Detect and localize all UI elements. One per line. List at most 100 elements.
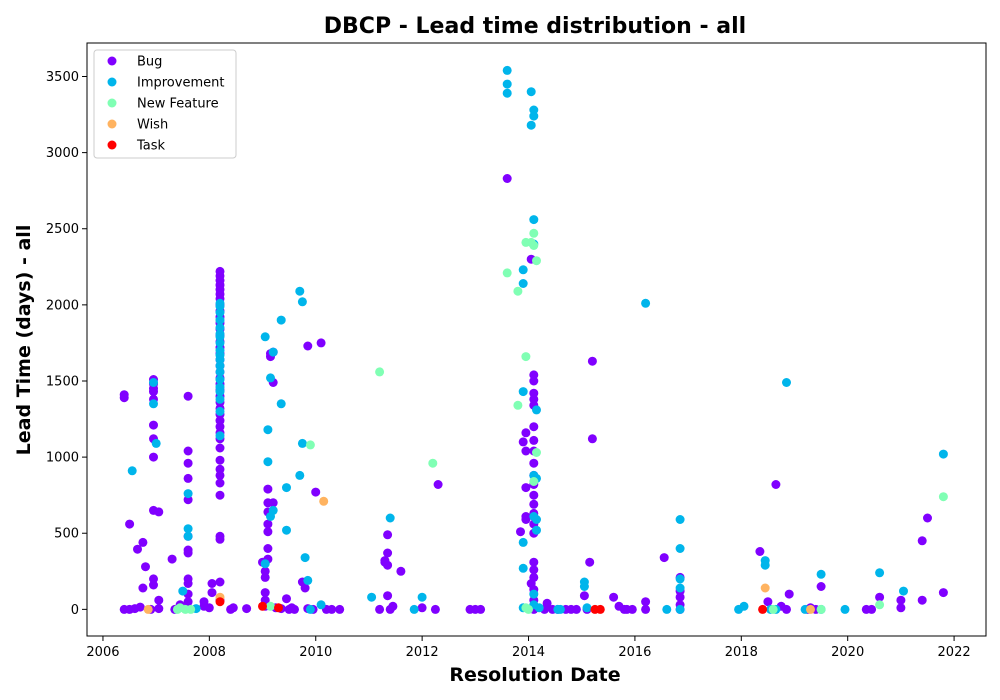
point-bug-133 (396, 566, 406, 576)
point-improvement-16 (215, 338, 225, 348)
point-bug-157 (529, 458, 539, 468)
point-improvement-72 (532, 525, 541, 535)
point-new-feature-7 (428, 458, 438, 468)
x-tick-label-2016: 2016 (618, 645, 651, 660)
point-bug-147 (521, 515, 531, 524)
point-improvement-84 (675, 544, 685, 553)
point-improvement-31 (263, 457, 273, 467)
x-tick-label-2010: 2010 (299, 645, 332, 660)
point-task-4 (595, 604, 605, 614)
point-bug-110 (282, 594, 291, 604)
legend-marker-wish (107, 119, 117, 129)
point-bug-198 (755, 547, 765, 556)
point-bug-120 (316, 338, 326, 348)
point-improvement-5 (183, 489, 193, 499)
point-bug-161 (529, 499, 539, 509)
point-improvement-37 (276, 399, 286, 409)
point-improvement-61 (526, 87, 536, 97)
point-improvement-65 (529, 215, 539, 225)
point-improvement-39 (282, 525, 291, 535)
point-bug-89 (242, 604, 252, 614)
y-tick-label-3500: 3500 (46, 70, 79, 85)
x-tick-label-2006: 2006 (86, 645, 119, 660)
point-bug-77 (215, 443, 225, 453)
point-new-feature-5 (305, 440, 315, 450)
point-improvement-43 (297, 438, 307, 448)
y-tick-label-1500: 1500 (46, 374, 79, 389)
point-improvement-27 (215, 431, 225, 441)
point-bug-88 (228, 603, 238, 613)
point-new-feature-21 (768, 604, 778, 614)
point-bug-1 (119, 393, 129, 403)
point-bug-123 (335, 604, 345, 614)
point-bug-92 (260, 572, 270, 582)
point-bug-184 (587, 434, 597, 444)
point-improvement-100 (899, 586, 908, 596)
point-bug-185 (609, 592, 619, 602)
point-improvement-63 (529, 111, 539, 121)
point-new-feature-4 (266, 601, 275, 611)
point-bug-127 (383, 530, 393, 540)
point-wish-0 (143, 604, 153, 614)
point-bug-85 (215, 577, 225, 587)
point-task-0 (215, 597, 225, 607)
point-new-feature-10 (513, 400, 523, 410)
point-new-feature-14 (529, 228, 539, 238)
point-improvement-77 (555, 604, 565, 614)
x-axis-title: Resolution Date (449, 664, 620, 686)
point-wish-3 (760, 583, 770, 593)
point-improvement-41 (295, 470, 305, 480)
point-bug-182 (585, 557, 595, 567)
point-bug-202 (784, 589, 794, 599)
point-bug-107 (268, 498, 278, 508)
point-improvement-51 (417, 592, 427, 602)
point-bug-166 (529, 565, 539, 575)
point-improvement-46 (305, 604, 315, 614)
legend-marker-bug (107, 56, 117, 66)
point-task-1 (258, 601, 267, 611)
point-new-feature-23 (875, 600, 885, 610)
point-improvement-7 (183, 531, 193, 541)
point-bug-191 (641, 604, 651, 614)
point-improvement-49 (385, 513, 395, 523)
point-improvement-0 (127, 466, 137, 476)
point-improvement-98 (840, 604, 850, 614)
point-improvement-52 (502, 65, 512, 75)
point-bug-6 (138, 583, 148, 593)
point-bug-19 (149, 452, 158, 462)
point-bug-215 (923, 513, 932, 523)
point-bug-99 (263, 519, 273, 529)
points-layer (119, 65, 948, 614)
point-bug-116 (303, 341, 313, 351)
point-improvement-86 (675, 583, 685, 593)
point-bug-134 (417, 603, 427, 613)
point-bug-140 (502, 174, 512, 183)
point-bug-44 (204, 603, 214, 613)
x-tick-label-2012: 2012 (406, 645, 439, 660)
point-improvement-85 (675, 574, 685, 584)
point-wish-2 (319, 496, 329, 506)
point-bug-144 (521, 446, 531, 456)
point-bug-29 (183, 391, 193, 401)
x-tick-label-2008: 2008 (193, 645, 226, 660)
point-improvement-45 (303, 575, 313, 585)
point-improvement-3 (151, 438, 161, 448)
y-tick-label-0: 0 (71, 603, 79, 618)
point-bug-180 (579, 591, 589, 601)
legend-marker-task (107, 140, 117, 150)
point-improvement-26 (215, 406, 225, 416)
point-improvement-35 (268, 505, 278, 515)
point-improvement-1 (149, 378, 158, 387)
point-improvement-79 (579, 577, 589, 587)
point-bug-96 (263, 484, 273, 494)
point-improvement-54 (502, 88, 512, 98)
point-bug-43 (199, 597, 209, 607)
point-bug-143 (521, 428, 531, 438)
point-improvement-2 (149, 399, 158, 409)
point-improvement-53 (502, 79, 512, 89)
point-improvement-87 (675, 604, 685, 614)
point-bug-46 (207, 579, 217, 588)
point-new-feature-17 (532, 448, 541, 457)
point-bug-209 (867, 604, 877, 614)
